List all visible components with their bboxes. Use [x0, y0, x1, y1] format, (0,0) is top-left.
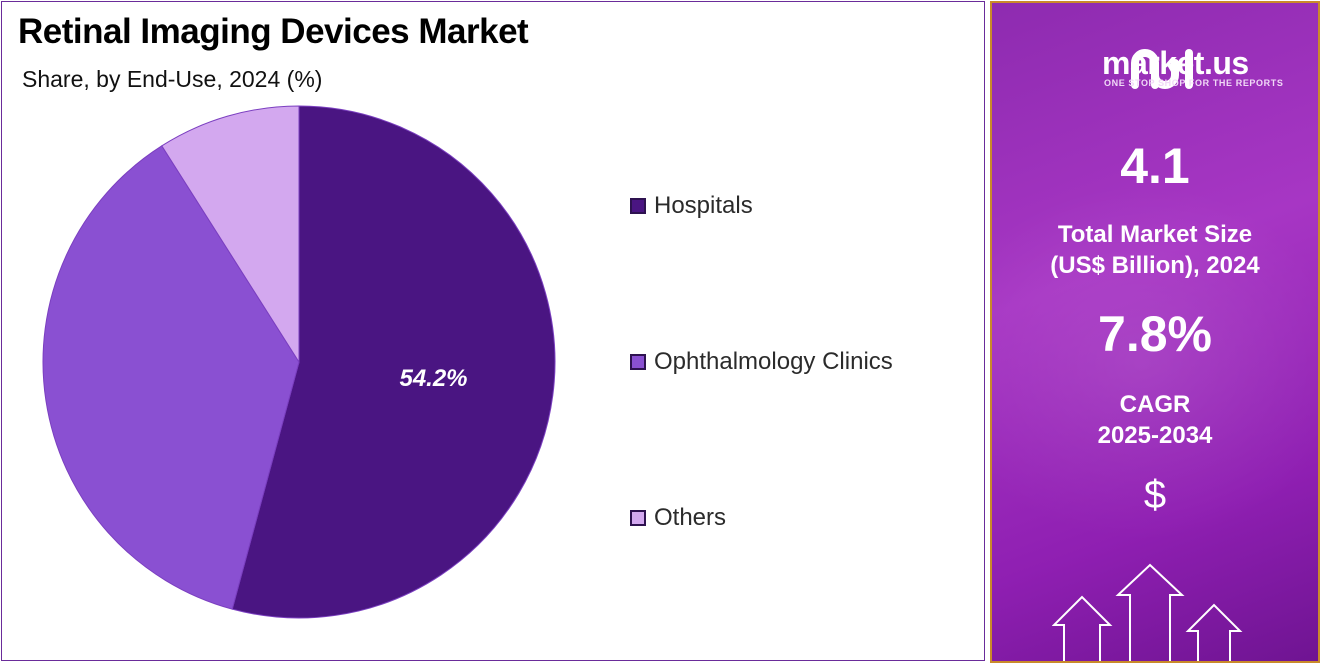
legend-label-hospitals: Hospitals — [654, 192, 753, 219]
cagr-label-line1: CAGR — [1119, 391, 1191, 418]
growth-arrows-icon — [1052, 563, 1243, 661]
market-size-label-line2: (US$ Billion), 2024 — [1050, 252, 1260, 279]
chart-subtitle: Share, by End-Use, 2024 (%) — [22, 66, 323, 92]
chart-title: Retinal Imaging Devices Market — [18, 12, 529, 51]
legend-item-hospitals: Hospitals — [630, 192, 753, 220]
cagr-value: 7.8% — [1098, 306, 1212, 362]
market-size-value: 4.1 — [1120, 138, 1190, 194]
pie-data-label-hospitals: 54.2% — [399, 365, 467, 392]
legend-item-ophthalmology-clinics: Ophthalmology Clinics — [630, 348, 893, 376]
dollar-icon: $ — [1143, 473, 1167, 517]
brand-logo: market.us ONE STOP SHOP FOR THE REPORTS — [1024, 45, 1304, 95]
pie-slice-others — [161, 105, 300, 364]
market-size-label-line1: Total Market Size — [1057, 221, 1253, 248]
chart-panel: Retinal Imaging Devices Market Share, by… — [1, 1, 985, 661]
cagr-label-line2: 2025-2034 — [1097, 422, 1213, 449]
legend-swatch-ophthalmology-clinics — [630, 354, 646, 370]
legend-label-others: Others — [654, 504, 727, 531]
legend-item-others: Others — [630, 504, 726, 532]
brand-name: market.us — [1102, 45, 1249, 81]
background-glow — [992, 183, 1318, 543]
legend-swatch-hospitals — [630, 198, 646, 214]
info-panel: market.us ONE STOP SHOP FOR THE REPORTS … — [990, 1, 1320, 663]
market-us-logo-icon — [1131, 49, 1193, 89]
brand-tagline: ONE STOP SHOP FOR THE REPORTS — [1104, 78, 1284, 88]
pie-slice-hospitals — [231, 105, 556, 619]
legend-label-ophthalmology-clinics: Ophthalmology Clinics — [654, 348, 893, 375]
pie-chart: 54.2% — [42, 105, 556, 619]
legend-swatch-others — [630, 510, 646, 526]
